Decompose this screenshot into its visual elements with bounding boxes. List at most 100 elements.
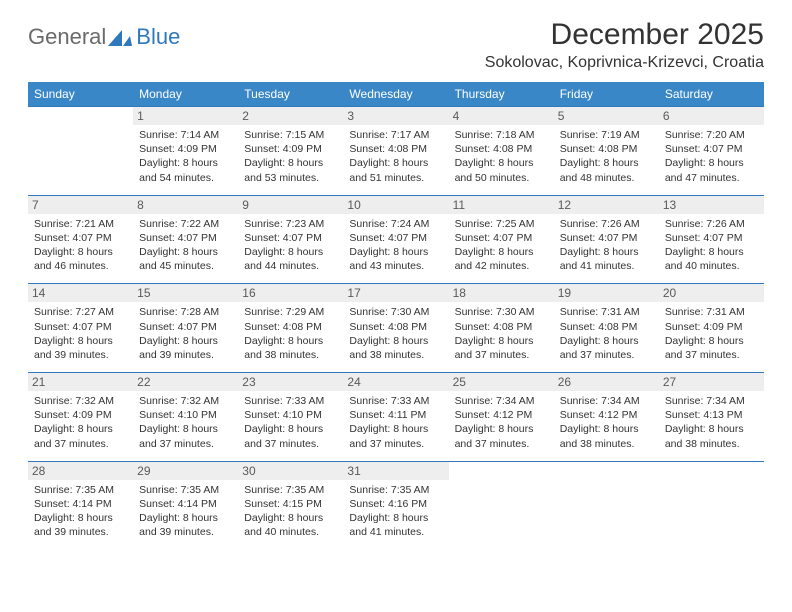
day-detail-text: Sunrise: 7:33 AM Sunset: 4:11 PM Dayligh… bbox=[349, 394, 442, 451]
calendar-day-cell: 3 Sunrise: 7:17 AM Sunset: 4:08 PM Daylig… bbox=[343, 107, 448, 196]
day-detail-text: Sunrise: 7:17 AM Sunset: 4:08 PM Dayligh… bbox=[349, 128, 442, 185]
day-detail-text: Sunrise: 7:26 AM Sunset: 4:07 PM Dayligh… bbox=[665, 217, 758, 274]
location-text: Sokolovac, Koprivnica-Krizevci, Croatia bbox=[485, 54, 764, 72]
calendar-day-cell: 6Sunrise: 7:20 AM Sunset: 4:07 PM Daylig… bbox=[659, 107, 764, 196]
day-detail-text: Sunrise: 7:23 AM Sunset: 4:07 PM Dayligh… bbox=[244, 217, 337, 274]
calendar-day-cell: 30Sunrise: 7:35 AM Sunset: 4:15 PM Dayli… bbox=[238, 461, 343, 549]
day-detail-text: Sunrise: 7:27 AM Sunset: 4:07 PM Dayligh… bbox=[34, 305, 127, 362]
calendar-week-row: 14 Sunrise: 7:27 AM Sunset: 4:07 PM Dayli… bbox=[28, 284, 764, 373]
calendar-table: Sunday Monday Tuesday Wednesday Thursday… bbox=[28, 82, 764, 549]
day-number: 14 bbox=[28, 284, 133, 302]
header: General Blue December 2025 Sokolovac, Ko… bbox=[28, 18, 764, 72]
calendar-day-cell: 25 Sunrise: 7:34 AM Sunset: 4:12 PM Dayli… bbox=[449, 373, 554, 462]
calendar-day-cell: 22 Sunrise: 7:32 AM Sunset: 4:10 PM Dayli… bbox=[133, 373, 238, 462]
day-number: 15 bbox=[133, 284, 238, 302]
day-detail-text: Sunrise: 7:22 AM Sunset: 4:07 PM Dayligh… bbox=[139, 217, 232, 274]
weekday-header-row: Sunday Monday Tuesday Wednesday Thursday… bbox=[28, 82, 764, 107]
calendar-day-cell: 18 Sunrise: 7:30 AM Sunset: 4:08 PM Dayli… bbox=[449, 284, 554, 373]
day-detail-text: Sunrise: 7:30 AM Sunset: 4:08 PM Dayligh… bbox=[349, 305, 442, 362]
calendar-day-cell: 10 Sunrise: 7:24 AM Sunset: 4:07 PM Dayli… bbox=[343, 195, 448, 284]
day-number: 20 bbox=[659, 284, 764, 302]
calendar-day-cell: 8Sunrise: 7:22 AM Sunset: 4:07 PM Daylig… bbox=[133, 195, 238, 284]
weekday-header: Friday bbox=[554, 82, 659, 107]
logo: General Blue bbox=[28, 24, 180, 50]
day-detail-text: Sunrise: 7:35 AM Sunset: 4:16 PM Dayligh… bbox=[349, 483, 442, 540]
day-detail-text: Sunrise: 7:34 AM Sunset: 4:12 PM Dayligh… bbox=[455, 394, 548, 451]
day-number: 22 bbox=[133, 373, 238, 391]
day-number: 1 bbox=[133, 107, 238, 125]
calendar-day-cell bbox=[659, 461, 764, 549]
day-number: 29 bbox=[133, 462, 238, 480]
calendar-day-cell: 31 Sunrise: 7:35 AM Sunset: 4:16 PM Dayli… bbox=[343, 461, 448, 549]
calendar-day-cell: 13 Sunrise: 7:26 AM Sunset: 4:07 PM Dayli… bbox=[659, 195, 764, 284]
day-number: 31 bbox=[343, 462, 448, 480]
day-detail-text: Sunrise: 7:34 AM Sunset: 4:13 PM Dayligh… bbox=[665, 394, 758, 451]
weekday-header: Saturday bbox=[659, 82, 764, 107]
title-block: December 2025 Sokolovac, Koprivnica-Kriz… bbox=[485, 18, 764, 72]
day-number: 5 bbox=[554, 107, 659, 125]
calendar-day-cell: 17 Sunrise: 7:30 AM Sunset: 4:08 PM Dayli… bbox=[343, 284, 448, 373]
day-number: 6 bbox=[659, 107, 764, 125]
calendar-day-cell: 23Sunrise: 7:33 AM Sunset: 4:10 PM Dayli… bbox=[238, 373, 343, 462]
day-detail-text: Sunrise: 7:24 AM Sunset: 4:07 PM Dayligh… bbox=[349, 217, 442, 274]
calendar-day-cell: 2 Sunrise: 7:15 AM Sunset: 4:09 PM Daylig… bbox=[238, 107, 343, 196]
weekday-header: Thursday bbox=[449, 82, 554, 107]
calendar-day-cell: 24Sunrise: 7:33 AM Sunset: 4:11 PM Dayli… bbox=[343, 373, 448, 462]
weekday-header: Wednesday bbox=[343, 82, 448, 107]
day-detail-text: Sunrise: 7:29 AM Sunset: 4:08 PM Dayligh… bbox=[244, 305, 337, 362]
calendar-day-cell: 20Sunrise: 7:31 AM Sunset: 4:09 PM Dayli… bbox=[659, 284, 764, 373]
day-number: 7 bbox=[28, 196, 133, 214]
day-detail-text: Sunrise: 7:33 AM Sunset: 4:10 PM Dayligh… bbox=[244, 394, 337, 451]
day-detail-text: Sunrise: 7:32 AM Sunset: 4:10 PM Dayligh… bbox=[139, 394, 232, 451]
day-number: 2 bbox=[238, 107, 343, 125]
page-title: December 2025 bbox=[485, 18, 764, 52]
calendar-day-cell: 5 Sunrise: 7:19 AM Sunset: 4:08 PM Daylig… bbox=[554, 107, 659, 196]
day-number: 17 bbox=[343, 284, 448, 302]
day-detail-text: Sunrise: 7:14 AM Sunset: 4:09 PM Dayligh… bbox=[139, 128, 232, 185]
calendar-day-cell bbox=[449, 461, 554, 549]
day-detail-text: Sunrise: 7:28 AM Sunset: 4:07 PM Dayligh… bbox=[139, 305, 232, 362]
logo-text-blue: Blue bbox=[136, 24, 180, 50]
day-detail-text: Sunrise: 7:21 AM Sunset: 4:07 PM Dayligh… bbox=[34, 217, 127, 274]
day-number: 10 bbox=[343, 196, 448, 214]
logo-wave-icon bbox=[108, 26, 134, 48]
day-detail-text: Sunrise: 7:35 AM Sunset: 4:15 PM Dayligh… bbox=[244, 483, 337, 540]
calendar-day-cell: 12 Sunrise: 7:26 AM Sunset: 4:07 PM Dayli… bbox=[554, 195, 659, 284]
day-detail-text: Sunrise: 7:35 AM Sunset: 4:14 PM Dayligh… bbox=[139, 483, 232, 540]
day-number: 3 bbox=[343, 107, 448, 125]
calendar-day-cell: 9 Sunrise: 7:23 AM Sunset: 4:07 PM Daylig… bbox=[238, 195, 343, 284]
day-detail-text: Sunrise: 7:31 AM Sunset: 4:08 PM Dayligh… bbox=[560, 305, 653, 362]
day-number: 28 bbox=[28, 462, 133, 480]
day-detail-text: Sunrise: 7:19 AM Sunset: 4:08 PM Dayligh… bbox=[560, 128, 653, 185]
calendar-day-cell: 14 Sunrise: 7:27 AM Sunset: 4:07 PM Dayli… bbox=[28, 284, 133, 373]
calendar-day-cell bbox=[554, 461, 659, 549]
day-number: 13 bbox=[659, 196, 764, 214]
calendar-day-cell: 28Sunrise: 7:35 AM Sunset: 4:14 PM Dayli… bbox=[28, 461, 133, 549]
day-number: 18 bbox=[449, 284, 554, 302]
calendar-day-cell: 19 Sunrise: 7:31 AM Sunset: 4:08 PM Dayli… bbox=[554, 284, 659, 373]
day-detail-text: Sunrise: 7:15 AM Sunset: 4:09 PM Dayligh… bbox=[244, 128, 337, 185]
day-number: 27 bbox=[659, 373, 764, 391]
calendar-day-cell: 21Sunrise: 7:32 AM Sunset: 4:09 PM Dayli… bbox=[28, 373, 133, 462]
weekday-header: Tuesday bbox=[238, 82, 343, 107]
calendar-week-row: 1 Sunrise: 7:14 AM Sunset: 4:09 PM Daylig… bbox=[28, 107, 764, 196]
day-number: 25 bbox=[449, 373, 554, 391]
weekday-header: Monday bbox=[133, 82, 238, 107]
day-detail-text: Sunrise: 7:32 AM Sunset: 4:09 PM Dayligh… bbox=[34, 394, 127, 451]
day-detail-text: Sunrise: 7:30 AM Sunset: 4:08 PM Dayligh… bbox=[455, 305, 548, 362]
day-number: 11 bbox=[449, 196, 554, 214]
weekday-header: Sunday bbox=[28, 82, 133, 107]
calendar-week-row: 7 Sunrise: 7:21 AM Sunset: 4:07 PM Daylig… bbox=[28, 195, 764, 284]
calendar-day-cell: 4Sunrise: 7:18 AM Sunset: 4:08 PM Daylig… bbox=[449, 107, 554, 196]
day-number: 9 bbox=[238, 196, 343, 214]
calendar-day-cell: 15 Sunrise: 7:28 AM Sunset: 4:07 PM Dayli… bbox=[133, 284, 238, 373]
day-number: 19 bbox=[554, 284, 659, 302]
calendar-day-cell: 29 Sunrise: 7:35 AM Sunset: 4:14 PM Dayli… bbox=[133, 461, 238, 549]
calendar-day-cell: 7 Sunrise: 7:21 AM Sunset: 4:07 PM Daylig… bbox=[28, 195, 133, 284]
day-number: 12 bbox=[554, 196, 659, 214]
logo-text-general: General bbox=[28, 24, 106, 50]
calendar-day-cell: 26Sunrise: 7:34 AM Sunset: 4:12 PM Dayli… bbox=[554, 373, 659, 462]
day-detail-text: Sunrise: 7:26 AM Sunset: 4:07 PM Dayligh… bbox=[560, 217, 653, 274]
day-detail-text: Sunrise: 7:25 AM Sunset: 4:07 PM Dayligh… bbox=[455, 217, 548, 274]
calendar-day-cell bbox=[28, 107, 133, 196]
